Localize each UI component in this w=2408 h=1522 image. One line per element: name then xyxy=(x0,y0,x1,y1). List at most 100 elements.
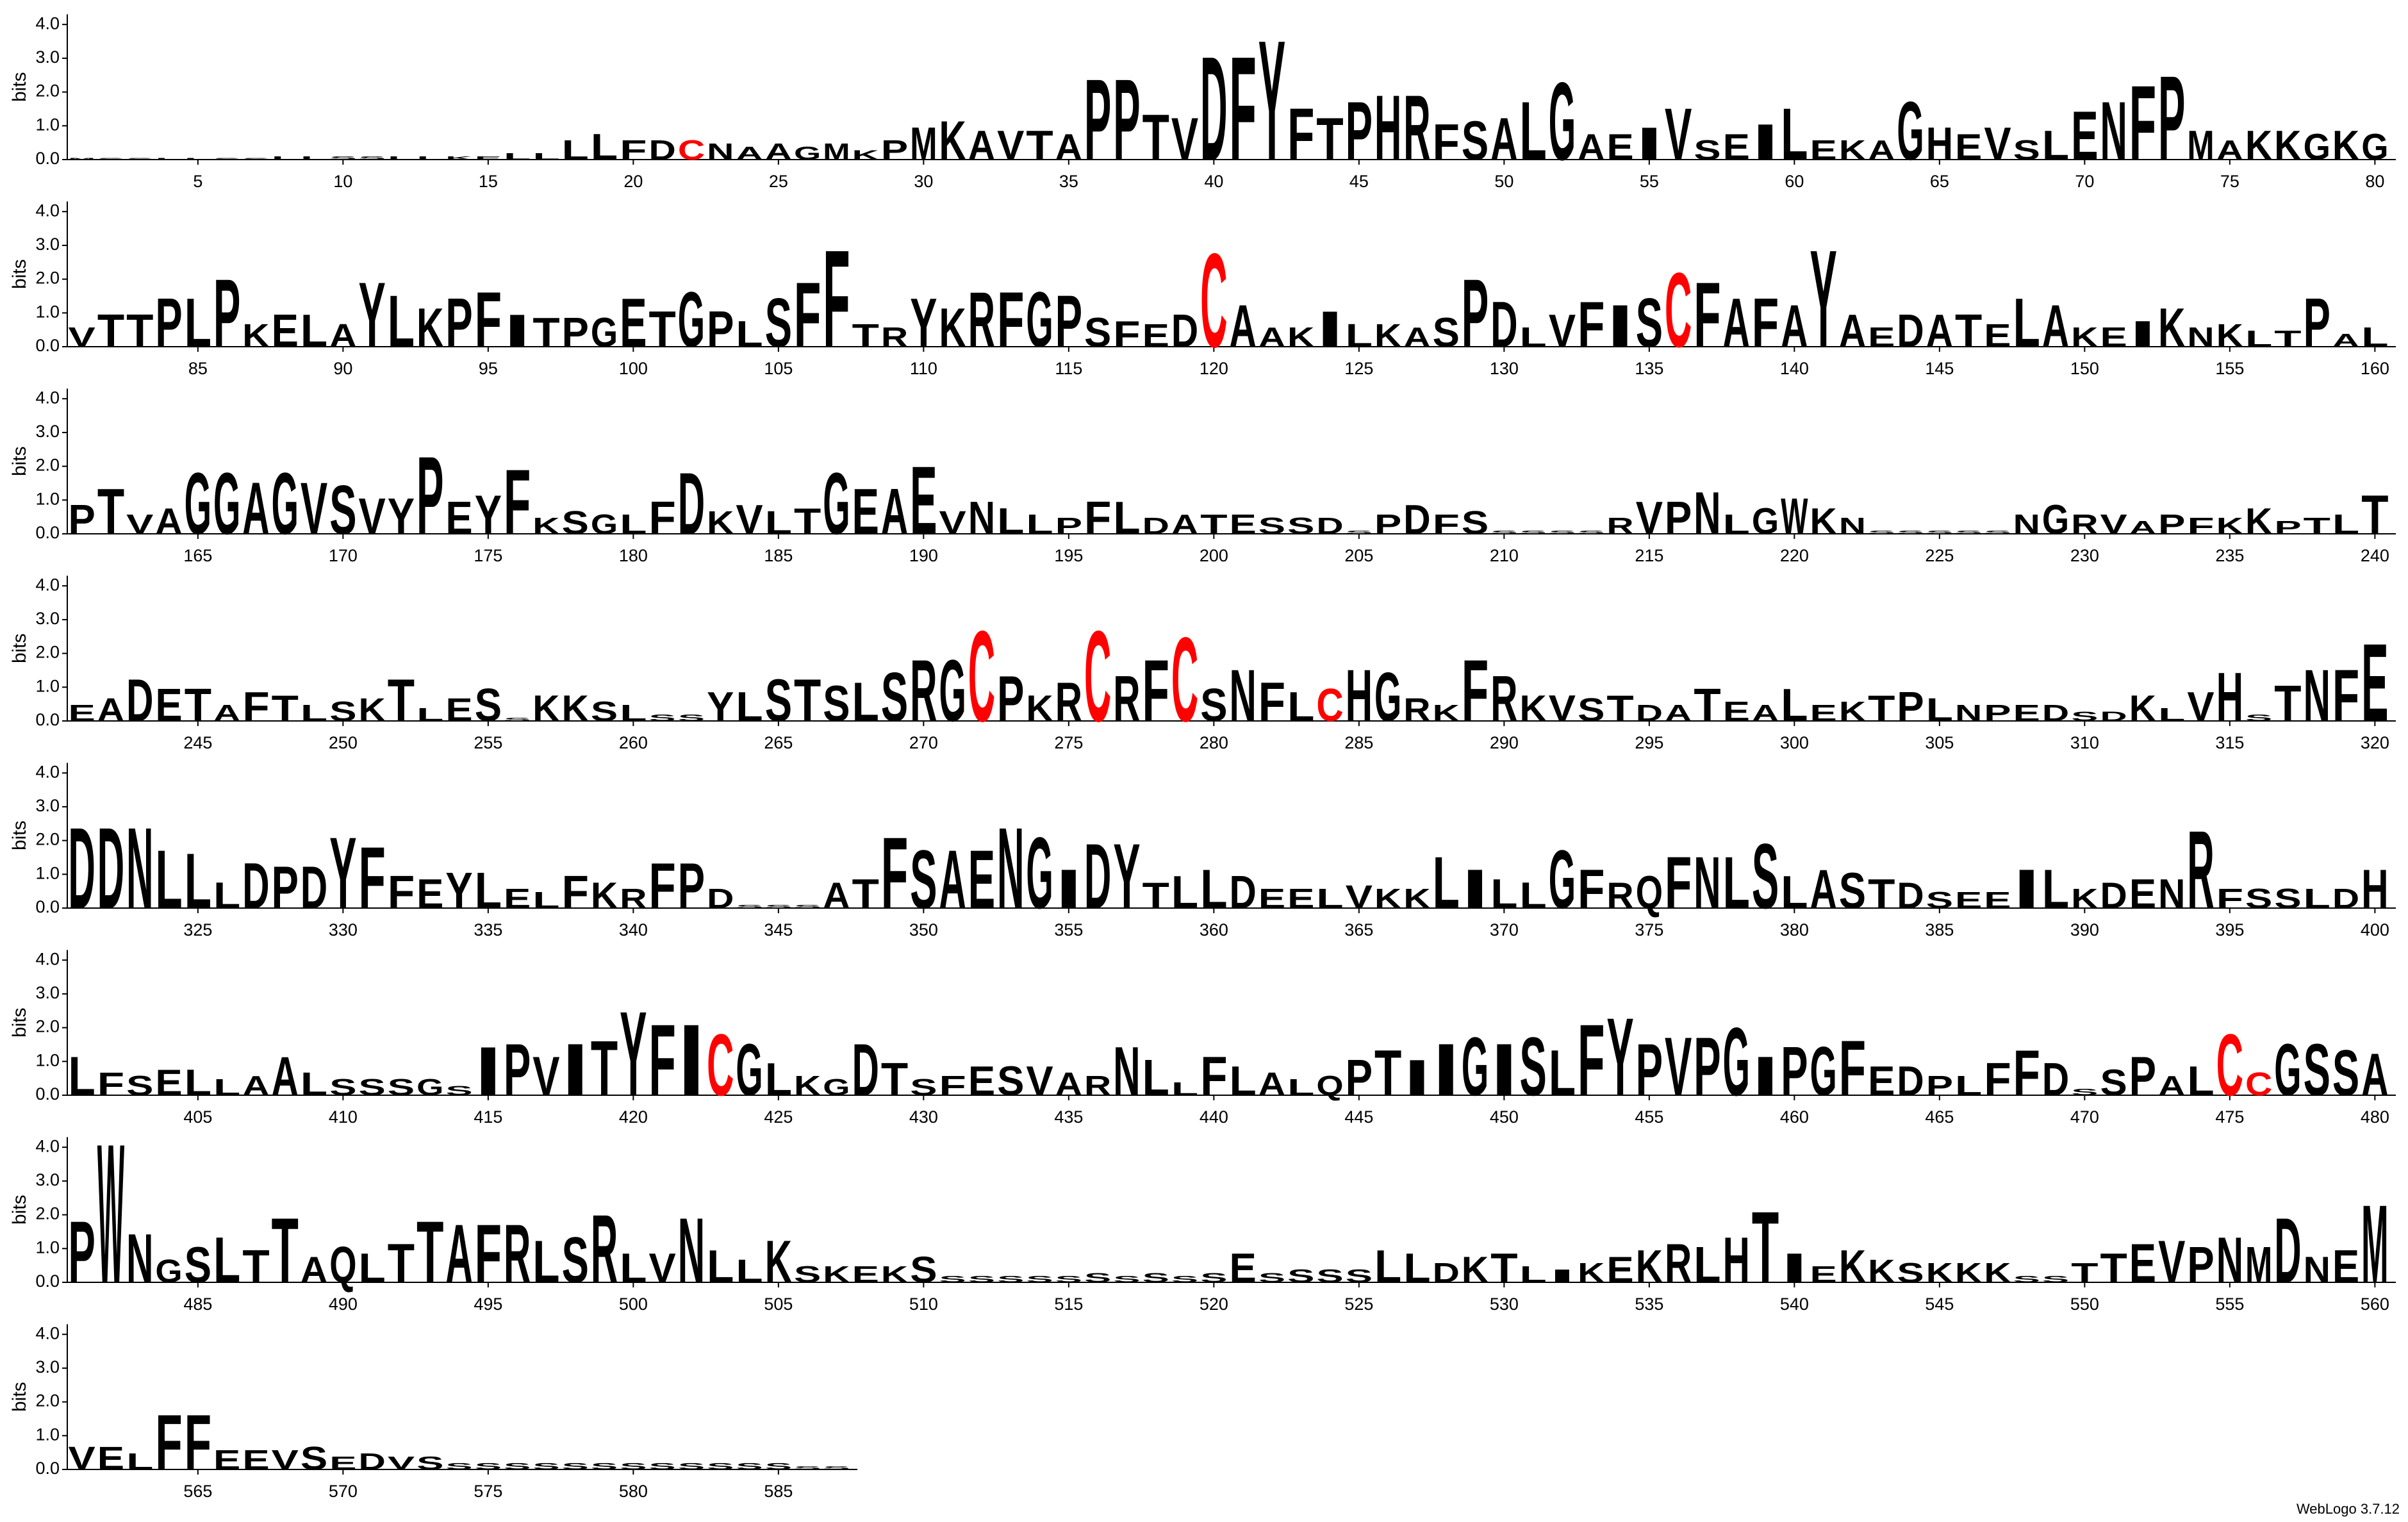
logo-letter: E xyxy=(155,680,182,731)
logo-letter: A xyxy=(1752,701,1779,727)
logo-letter: T xyxy=(1752,1190,1779,1304)
logo-letter: E xyxy=(213,1444,240,1476)
logo-letter: L xyxy=(1171,1079,1198,1099)
logo-letter: A xyxy=(881,476,908,548)
logo-letter: D xyxy=(242,850,269,922)
logo-letter: T xyxy=(2100,1245,2127,1291)
y-axis-label: bits xyxy=(9,446,30,476)
x-tick-label: 415 xyxy=(474,1107,502,1127)
logo-letter: A xyxy=(213,701,240,727)
logo-letter: T xyxy=(1490,1245,1517,1291)
logo-letter: C xyxy=(2216,1017,2243,1114)
logo-letter: L xyxy=(2304,883,2330,914)
logo-letter: L xyxy=(1955,1070,1982,1102)
logo-letter: F xyxy=(794,264,821,367)
logo-letter: R xyxy=(1084,1070,1111,1102)
logo-letter: S xyxy=(1026,1275,1053,1285)
logo-letter: D xyxy=(2042,1054,2069,1105)
logo-letter: D xyxy=(1084,825,1111,929)
logo-letter: V xyxy=(1549,688,1576,729)
logo-letter: K xyxy=(823,1262,850,1288)
x-tick-label: 20 xyxy=(623,172,643,191)
logo-letter: A xyxy=(2216,135,2243,166)
logo-letter: L xyxy=(416,156,443,161)
logo-letter: G xyxy=(736,1029,763,1111)
logo-letter: S xyxy=(1490,530,1517,535)
logo-letter: F xyxy=(2013,1037,2040,1109)
logo-letter: D xyxy=(1433,1257,1460,1289)
logo-letter: D xyxy=(2100,708,2127,724)
logo-letter: S xyxy=(562,1224,589,1296)
x-tick-label: 440 xyxy=(1200,1107,1228,1127)
x-tick-label: 135 xyxy=(1635,359,1663,378)
logo-letter: T xyxy=(1868,688,1895,729)
logo-letter: S xyxy=(1897,1257,1924,1289)
logo-letter: S xyxy=(1084,1270,1111,1285)
logo-letter: L xyxy=(997,500,1024,542)
logo-letter: V xyxy=(1665,1021,1692,1114)
logo-letter: F xyxy=(1084,493,1111,544)
logo-letter: L xyxy=(1520,322,1547,353)
y-tick-label: 2.0 xyxy=(35,81,60,101)
logo-letter: A xyxy=(1230,294,1257,360)
logo-letter: S xyxy=(2274,883,2301,914)
logo-letter: P xyxy=(1665,493,1692,544)
y-tick-label: 4.0 xyxy=(35,388,60,407)
y-tick-label: 4.0 xyxy=(35,762,60,781)
logo-letter: A xyxy=(1839,306,1866,357)
logo-letter: G xyxy=(2042,497,2069,543)
logo-letter: S xyxy=(1258,514,1285,540)
x-tick-label: 275 xyxy=(1054,733,1083,752)
logo-letter: P xyxy=(2304,285,2330,362)
x-tick-label: 90 xyxy=(333,359,352,378)
logo-letter: F xyxy=(1433,509,1460,540)
logo-letter: S xyxy=(2332,1037,2359,1109)
logo-letter: E xyxy=(2129,1233,2156,1295)
logo-letter: R xyxy=(1665,1233,1692,1295)
logo-letter: L xyxy=(2245,327,2272,352)
x-tick-label: 185 xyxy=(764,546,793,565)
x-tick-label: 100 xyxy=(619,359,648,378)
x-tick-label: 290 xyxy=(1490,733,1519,752)
logo-letter: E xyxy=(272,306,299,357)
y-tick-label: 1.0 xyxy=(35,489,60,508)
logo-letter: K xyxy=(2071,883,2098,914)
logo-letter: G xyxy=(213,456,240,553)
y-tick-label: 1.0 xyxy=(35,302,60,321)
x-tick-label: 280 xyxy=(1200,733,1228,752)
logo-letter: S xyxy=(765,904,792,909)
y-tick-label: 4.0 xyxy=(35,13,60,33)
logo-letter: A xyxy=(765,140,792,165)
logo-letter: V xyxy=(649,1245,676,1291)
logo-letter: P xyxy=(1694,1021,1720,1114)
logo-letter: A xyxy=(1810,859,1837,920)
logo-letter: N xyxy=(126,1220,153,1298)
logo-letter: E xyxy=(968,1058,995,1104)
logo-letter: L xyxy=(1346,318,1373,354)
logo-letter: L xyxy=(1403,1245,1430,1291)
logo-letter: S xyxy=(213,158,240,160)
logo-letter: T xyxy=(1200,509,1228,540)
x-tick-label: 125 xyxy=(1344,359,1373,378)
logo-letter: R xyxy=(968,276,995,364)
logo-letter: F xyxy=(649,850,676,922)
logo-letter: V xyxy=(736,497,763,543)
logo-letter: E xyxy=(1142,318,1169,354)
logo-letter: G xyxy=(1810,1033,1837,1111)
logo-letter: V xyxy=(126,509,154,540)
logo-letter: G xyxy=(678,276,705,364)
logo-letter: L xyxy=(591,126,618,168)
logo-letter: I xyxy=(1055,859,1082,920)
logo-letter: K xyxy=(532,514,560,540)
logo-letter: K xyxy=(939,110,967,172)
logo-letter: A xyxy=(1781,294,1808,360)
x-tick-label: 70 xyxy=(2075,172,2094,191)
logo-letter: N xyxy=(968,493,995,544)
logo-letter: E xyxy=(2361,620,2388,745)
logo-letter: S xyxy=(1287,514,1314,540)
logo-letter: S xyxy=(968,1275,995,1285)
x-tick-label: 165 xyxy=(183,546,212,565)
logo-letter: L xyxy=(2158,704,2185,725)
y-tick-label: 3.0 xyxy=(35,1170,60,1189)
logo-letter: A xyxy=(1665,701,1692,727)
